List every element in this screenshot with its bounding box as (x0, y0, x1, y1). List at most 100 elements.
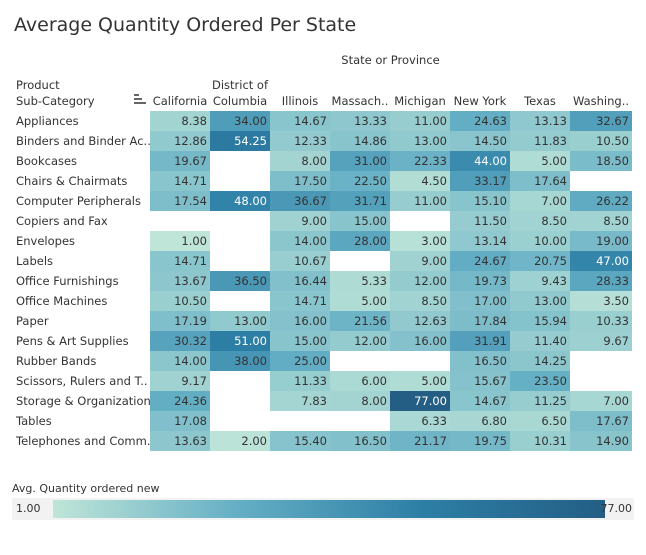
cell-value-label: 17.84 (474, 314, 507, 328)
heatmap-cell (570, 191, 632, 211)
heatmap-cell (570, 411, 632, 431)
heatmap-cell (150, 431, 210, 451)
row-label: Rubber Bands (16, 354, 96, 368)
cell-value-label: 19.75 (474, 434, 507, 448)
row-label: Office Machines (16, 294, 107, 308)
cell-value-label: 13.00 (414, 134, 447, 148)
cell-value-label: 21.17 (414, 434, 447, 448)
heatmap-cell (510, 171, 570, 191)
heatmap-cell (570, 211, 632, 231)
row-label: Envelopes (16, 234, 75, 248)
cell-value-label: 16.50 (474, 354, 507, 368)
cell-value-label: 7.00 (603, 394, 629, 408)
cell-value-label: 19.73 (474, 274, 507, 288)
heatmap-cell (510, 271, 570, 291)
cell-value-label: 14.50 (474, 134, 507, 148)
heatmap-cell (570, 111, 632, 131)
row-label: Pens & Art Supplies (16, 334, 129, 348)
heatmap-cell (510, 231, 570, 251)
heatmap-cell (390, 311, 450, 331)
heatmap-cell (570, 251, 632, 271)
heatmap-cell (270, 191, 330, 211)
cell-value-label: 14.67 (294, 114, 327, 128)
heatmap-cell (390, 251, 450, 271)
row-label: Paper (16, 314, 49, 328)
cell-value-label: 17.08 (174, 414, 207, 428)
cell-value-label: 34.00 (234, 114, 267, 128)
heatmap-cell (330, 311, 390, 331)
cell-value-label: 11.00 (414, 194, 447, 208)
cell-value-label: 31.71 (354, 194, 387, 208)
cell-value-label: 14.00 (174, 354, 207, 368)
heatmap-cell (510, 131, 570, 151)
cell-value-label: 13.63 (174, 434, 207, 448)
row-label: Copiers and Fax (16, 214, 108, 228)
heatmap-cell (150, 191, 210, 211)
cell-value-label: 16.44 (294, 274, 327, 288)
heatmap-cell (270, 211, 330, 231)
heatmap-cell (570, 391, 632, 411)
cell-value-label: 17.50 (294, 174, 327, 188)
heatmap-cell (510, 391, 570, 411)
heatmap-cell (330, 211, 390, 231)
heatmap-cell (330, 271, 390, 291)
cell-value-label: 22.33 (414, 154, 447, 168)
heatmap-cell (270, 171, 330, 191)
heatmap-cell (150, 131, 210, 151)
column-header: Texas (523, 94, 556, 108)
heatmap-cell (150, 331, 210, 351)
heatmap-cell (270, 111, 330, 131)
cell-value-label: 10.33 (596, 314, 629, 328)
row-label: Labels (16, 254, 53, 268)
cell-value-label: 16.00 (414, 334, 447, 348)
cell-value-label: 8.50 (603, 214, 629, 228)
cell-value-label: 14.71 (294, 294, 327, 308)
column-header: Washing.. (573, 94, 629, 108)
heatmap-cell (570, 231, 632, 251)
cell-value-label: 23.50 (534, 374, 567, 388)
cell-value-label: 7.00 (541, 194, 567, 208)
cell-value-label: 44.00 (474, 154, 507, 168)
legend-max-label: 77.00 (600, 502, 633, 515)
heatmap-cell (270, 431, 330, 451)
cell-value-label: 25.00 (294, 354, 327, 368)
column-header: New York (454, 94, 507, 108)
heatmap-cell (450, 331, 510, 351)
heatmap-cell (150, 231, 210, 251)
cell-value-label: 8.00 (301, 154, 327, 168)
heatmap-cell (210, 331, 270, 351)
heatmap-cell (450, 171, 510, 191)
row-header-line-2: Sub-Category (16, 94, 95, 108)
heatmap-cell (390, 151, 450, 171)
heatmap-cell (270, 351, 330, 371)
cell-value-label: 10.50 (596, 134, 629, 148)
cell-value-label: 77.00 (414, 394, 447, 408)
cell-value-label: 21.56 (354, 314, 387, 328)
heatmap-cell (330, 391, 390, 411)
cell-value-label: 7.83 (301, 394, 327, 408)
heatmap-cell (150, 351, 210, 371)
heatmap-cell (150, 291, 210, 311)
cell-value-label: 11.25 (534, 394, 567, 408)
heatmap-cell (330, 171, 390, 191)
heatmap-cell (150, 251, 210, 271)
heatmap-cell (390, 291, 450, 311)
cell-value-label: 12.00 (354, 334, 387, 348)
heatmap-cell (450, 351, 510, 371)
heatmap-cell (390, 131, 450, 151)
cell-value-label: 19.67 (174, 154, 207, 168)
sort-icon[interactable] (134, 94, 146, 104)
chart-title: Average Quantity Ordered Per State (14, 14, 357, 36)
cell-value-label: 12.00 (414, 274, 447, 288)
cell-value-label: 32.67 (596, 114, 629, 128)
cell-value-label: 8.50 (421, 294, 447, 308)
heatmap-cell (390, 191, 450, 211)
cell-value-label: 15.94 (534, 314, 567, 328)
cell-value-label: 6.33 (421, 414, 447, 428)
cell-value-label: 15.40 (294, 434, 327, 448)
row-label: Scissors, Rulers and T.. (16, 374, 148, 388)
heatmap-cell (270, 131, 330, 151)
heatmap-cell (330, 231, 390, 251)
cell-value-label: 11.33 (294, 374, 327, 388)
heatmap-cell (510, 351, 570, 371)
